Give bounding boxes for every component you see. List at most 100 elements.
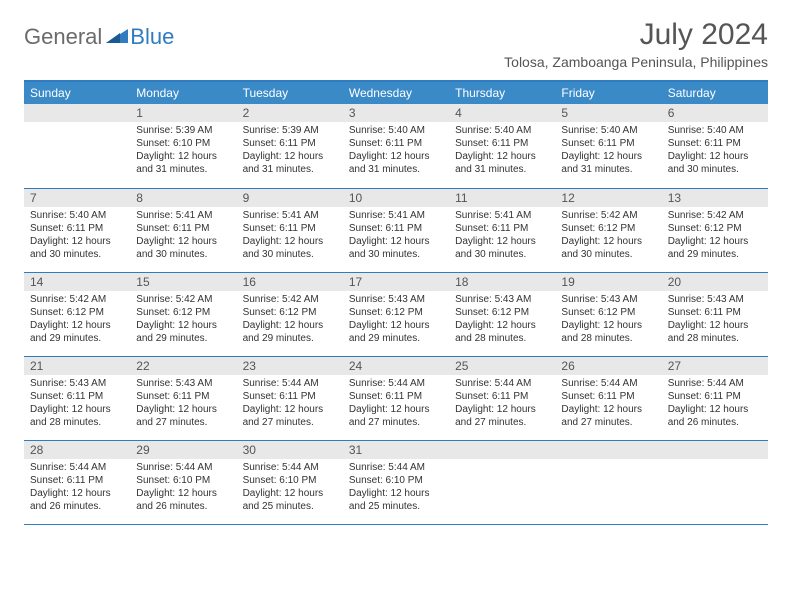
day-line: Sunrise: 5:44 AM [668, 377, 762, 390]
day-line: Sunset: 6:11 PM [30, 222, 124, 235]
calendar-week: 1Sunrise: 5:39 AMSunset: 6:10 PMDaylight… [24, 104, 768, 188]
day-line: Sunrise: 5:40 AM [349, 124, 443, 137]
day-number: 7 [24, 189, 130, 207]
day-line: Daylight: 12 hours [668, 150, 762, 163]
day-number: 1 [130, 104, 236, 122]
day-number: 19 [555, 273, 661, 291]
day-line: Daylight: 12 hours [30, 403, 124, 416]
day-line: Sunrise: 5:44 AM [349, 377, 443, 390]
calendar-cell: 7Sunrise: 5:40 AMSunset: 6:11 PMDaylight… [24, 188, 130, 272]
day-details: Sunrise: 5:42 AMSunset: 6:12 PMDaylight:… [555, 207, 661, 265]
day-number: 31 [343, 441, 449, 459]
day-number: 28 [24, 441, 130, 459]
calendar-week: 21Sunrise: 5:43 AMSunset: 6:11 PMDayligh… [24, 356, 768, 440]
calendar-week: 14Sunrise: 5:42 AMSunset: 6:12 PMDayligh… [24, 272, 768, 356]
day-line: Sunrise: 5:44 AM [136, 461, 230, 474]
calendar-cell: 9Sunrise: 5:41 AMSunset: 6:11 PMDaylight… [237, 188, 343, 272]
day-line: and 28 minutes. [561, 332, 655, 345]
day-line: and 25 minutes. [243, 500, 337, 513]
day-details: Sunrise: 5:44 AMSunset: 6:10 PMDaylight:… [130, 459, 236, 517]
day-line: Sunrise: 5:43 AM [668, 293, 762, 306]
day-line: and 29 minutes. [349, 332, 443, 345]
day-details: Sunrise: 5:42 AMSunset: 6:12 PMDaylight:… [130, 291, 236, 349]
calendar-cell: 28Sunrise: 5:44 AMSunset: 6:11 PMDayligh… [24, 440, 130, 524]
calendar-cell: 10Sunrise: 5:41 AMSunset: 6:11 PMDayligh… [343, 188, 449, 272]
day-line: Daylight: 12 hours [668, 235, 762, 248]
day-line: Sunset: 6:10 PM [136, 137, 230, 150]
day-line: and 30 minutes. [243, 248, 337, 261]
day-line: Sunset: 6:12 PM [455, 306, 549, 319]
day-line: and 30 minutes. [30, 248, 124, 261]
day-number: 5 [555, 104, 661, 122]
calendar-cell: 19Sunrise: 5:43 AMSunset: 6:12 PMDayligh… [555, 272, 661, 356]
day-line: and 27 minutes. [136, 416, 230, 429]
day-line: Sunrise: 5:40 AM [455, 124, 549, 137]
day-line: Daylight: 12 hours [455, 235, 549, 248]
day-number: 4 [449, 104, 555, 122]
calendar-cell: 16Sunrise: 5:42 AMSunset: 6:12 PMDayligh… [237, 272, 343, 356]
day-line: Daylight: 12 hours [136, 319, 230, 332]
page-subtitle: Tolosa, Zamboanga Peninsula, Philippines [504, 54, 768, 70]
day-line: Daylight: 12 hours [136, 487, 230, 500]
day-line: Daylight: 12 hours [243, 235, 337, 248]
day-line: Daylight: 12 hours [243, 487, 337, 500]
day-details: Sunrise: 5:43 AMSunset: 6:12 PMDaylight:… [449, 291, 555, 349]
day-line: Daylight: 12 hours [349, 150, 443, 163]
day-line: Sunset: 6:11 PM [668, 306, 762, 319]
day-line: and 29 minutes. [136, 332, 230, 345]
calendar-cell: 27Sunrise: 5:44 AMSunset: 6:11 PMDayligh… [662, 356, 768, 440]
day-line: Sunset: 6:12 PM [243, 306, 337, 319]
day-details: Sunrise: 5:40 AMSunset: 6:11 PMDaylight:… [662, 122, 768, 180]
day-details: Sunrise: 5:43 AMSunset: 6:12 PMDaylight:… [343, 291, 449, 349]
calendar-week: 28Sunrise: 5:44 AMSunset: 6:11 PMDayligh… [24, 440, 768, 524]
day-line: Sunrise: 5:41 AM [455, 209, 549, 222]
calendar-cell: 13Sunrise: 5:42 AMSunset: 6:12 PMDayligh… [662, 188, 768, 272]
day-line: Daylight: 12 hours [349, 235, 443, 248]
day-line: Sunrise: 5:43 AM [30, 377, 124, 390]
day-line: and 31 minutes. [243, 163, 337, 176]
day-line: Sunset: 6:11 PM [243, 137, 337, 150]
day-line: Sunrise: 5:40 AM [30, 209, 124, 222]
calendar-cell: 20Sunrise: 5:43 AMSunset: 6:11 PMDayligh… [662, 272, 768, 356]
day-number: 30 [237, 441, 343, 459]
day-number: 20 [662, 273, 768, 291]
logo-triangle-icon [106, 27, 128, 48]
day-line: Daylight: 12 hours [668, 403, 762, 416]
calendar-cell: 8Sunrise: 5:41 AMSunset: 6:11 PMDaylight… [130, 188, 236, 272]
day-line: and 31 minutes. [136, 163, 230, 176]
day-line: Sunrise: 5:40 AM [561, 124, 655, 137]
day-line: and 28 minutes. [668, 332, 762, 345]
day-line: and 26 minutes. [30, 500, 124, 513]
day-details: Sunrise: 5:41 AMSunset: 6:11 PMDaylight:… [343, 207, 449, 265]
day-line: and 30 minutes. [136, 248, 230, 261]
day-line: Daylight: 12 hours [136, 235, 230, 248]
day-line: Sunrise: 5:44 AM [561, 377, 655, 390]
day-number [449, 441, 555, 459]
day-number: 14 [24, 273, 130, 291]
day-line: Sunset: 6:11 PM [349, 222, 443, 235]
day-line: Sunset: 6:10 PM [349, 474, 443, 487]
day-line: Sunset: 6:11 PM [243, 222, 337, 235]
day-line: Sunset: 6:11 PM [455, 390, 549, 403]
day-details: Sunrise: 5:43 AMSunset: 6:11 PMDaylight:… [130, 375, 236, 433]
day-line: Sunset: 6:12 PM [136, 306, 230, 319]
day-number: 13 [662, 189, 768, 207]
day-number: 23 [237, 357, 343, 375]
calendar-cell: 22Sunrise: 5:43 AMSunset: 6:11 PMDayligh… [130, 356, 236, 440]
calendar-week: 7Sunrise: 5:40 AMSunset: 6:11 PMDaylight… [24, 188, 768, 272]
day-header: Wednesday [343, 81, 449, 104]
day-line: and 30 minutes. [349, 248, 443, 261]
day-line: and 29 minutes. [30, 332, 124, 345]
day-line: Sunrise: 5:44 AM [349, 461, 443, 474]
calendar-cell: 30Sunrise: 5:44 AMSunset: 6:10 PMDayligh… [237, 440, 343, 524]
day-number: 8 [130, 189, 236, 207]
day-line: Daylight: 12 hours [243, 319, 337, 332]
day-details: Sunrise: 5:42 AMSunset: 6:12 PMDaylight:… [662, 207, 768, 265]
calendar-cell: 12Sunrise: 5:42 AMSunset: 6:12 PMDayligh… [555, 188, 661, 272]
day-details: Sunrise: 5:39 AMSunset: 6:11 PMDaylight:… [237, 122, 343, 180]
day-number: 21 [24, 357, 130, 375]
day-line: Daylight: 12 hours [136, 150, 230, 163]
day-line: and 26 minutes. [136, 500, 230, 513]
calendar-cell [449, 440, 555, 524]
day-line: Sunrise: 5:44 AM [243, 461, 337, 474]
